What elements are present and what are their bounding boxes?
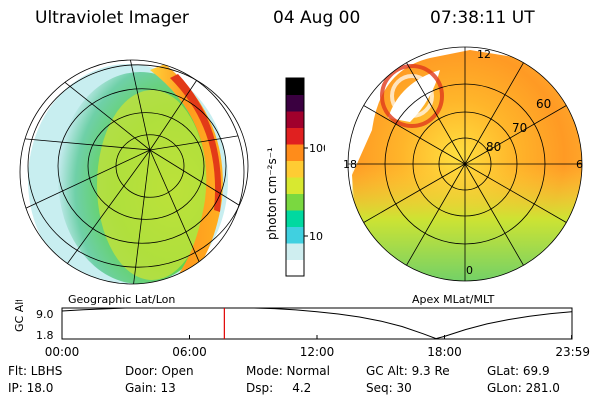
lat-label-80: 80 [486, 140, 501, 154]
colorbar-cell [286, 160, 304, 178]
timeline-xtick-label: 06:00 [172, 345, 207, 359]
time-label: 07:38:11 UT [430, 8, 535, 28]
info-mode: Mode: Normal [246, 364, 330, 378]
geo-image-area [20, 60, 244, 284]
left-panel-label: Geographic Lat/Lon [68, 293, 176, 306]
longitude-line [149, 149, 200, 262]
info-glon: GLon: 281.0 [487, 381, 560, 395]
info-dsp: Dsp: 4.2 [246, 381, 312, 395]
gc-alt-line [61, 307, 572, 340]
colorbar-cell [286, 144, 304, 161]
timeline-xtick-label: 00:00 [45, 345, 80, 359]
timeline-frame [61, 307, 573, 340]
colorbar-cell [286, 243, 304, 260]
longitude-line [130, 59, 151, 151]
latitude-line [27, 64, 249, 268]
ytick-1-8: 1.8 [36, 329, 54, 342]
timeline-xtick-label: 18:00 [427, 345, 462, 359]
longitude-line [64, 82, 151, 151]
globe-limb [19, 59, 245, 285]
info-ip: IP: 18.0 [8, 381, 54, 395]
timeline-xtick-label: 12:00 [300, 345, 335, 359]
right-panel-label: Apex MLat/MLT [412, 293, 495, 306]
colorbar-cell [286, 193, 304, 211]
latitude-line [57, 88, 227, 244]
geographic-image [19, 59, 249, 285]
info-door: Door: Open [125, 364, 194, 378]
colorbar-cell [286, 78, 304, 95]
info-seq: Seq: 30 [366, 381, 412, 395]
info-glat: GLat: 69.9 [487, 364, 550, 378]
colorbar-cell [286, 226, 304, 244]
geo-grid [19, 59, 249, 285]
longitude-line [149, 80, 197, 151]
lat-label-70: 70 [512, 121, 527, 135]
colorbar: 100 10 photon cm⁻²s⁻¹ [265, 77, 325, 277]
mlt-label-12: 12 [477, 48, 491, 61]
colorbar-cell [286, 94, 304, 112]
mlt-spoke [464, 163, 567, 223]
colorbar-tick-10: 10 [309, 230, 323, 243]
longitude-line [149, 149, 240, 206]
colorbar-cell [286, 127, 304, 145]
info-gain: Gain: 13 [125, 381, 176, 395]
colorbar-cell [286, 259, 304, 277]
polar-grid [347, 46, 583, 282]
colorbar-cell [286, 177, 304, 194]
ytick-9: 9.0 [36, 308, 54, 321]
mlt-spoke [363, 163, 466, 223]
longitude-line [133, 149, 151, 285]
mlt-spoke [464, 105, 567, 165]
date-label: 04 Aug 00 [273, 8, 361, 28]
instrument-title: Ultraviolet Imager [35, 8, 189, 28]
longitude-line [67, 149, 151, 264]
colorbar-cell [286, 210, 304, 227]
gc-alt-timeline: GC Alt 9.0 1.8 00:00 06:00 12:00 18:00 23:59 [13, 300, 590, 359]
longitude-line [25, 149, 151, 209]
longitude-line [149, 135, 239, 151]
apex-polar-image: 12 18 6 0 60 70 80 [343, 46, 583, 282]
colorbar-cell [286, 111, 304, 128]
mlt-spoke [406, 62, 466, 165]
info-gc-alt: GC Alt: 9.3 Re [366, 364, 450, 378]
mlt-spoke [406, 163, 466, 266]
mlt-label-6: 6 [576, 158, 583, 171]
info-filter: Flt: LBHS [8, 364, 63, 378]
mlt-label-18: 18 [343, 158, 357, 171]
mlt-spoke [363, 105, 466, 165]
latitude-line [87, 112, 205, 220]
colorbar-tick-100: 100 [309, 142, 325, 155]
lat-label-60: 60 [536, 97, 551, 111]
timeline-xtick-label: 23:59 [555, 345, 590, 359]
mlt-spoke [464, 163, 524, 266]
colorbar-label: photon cm⁻²s⁻¹ [265, 147, 279, 240]
timeline-ylabel: GC Alt [13, 300, 26, 332]
mlt-label-0: 0 [466, 264, 473, 277]
mlt-spoke [464, 62, 524, 165]
longitude-line [24, 138, 151, 151]
